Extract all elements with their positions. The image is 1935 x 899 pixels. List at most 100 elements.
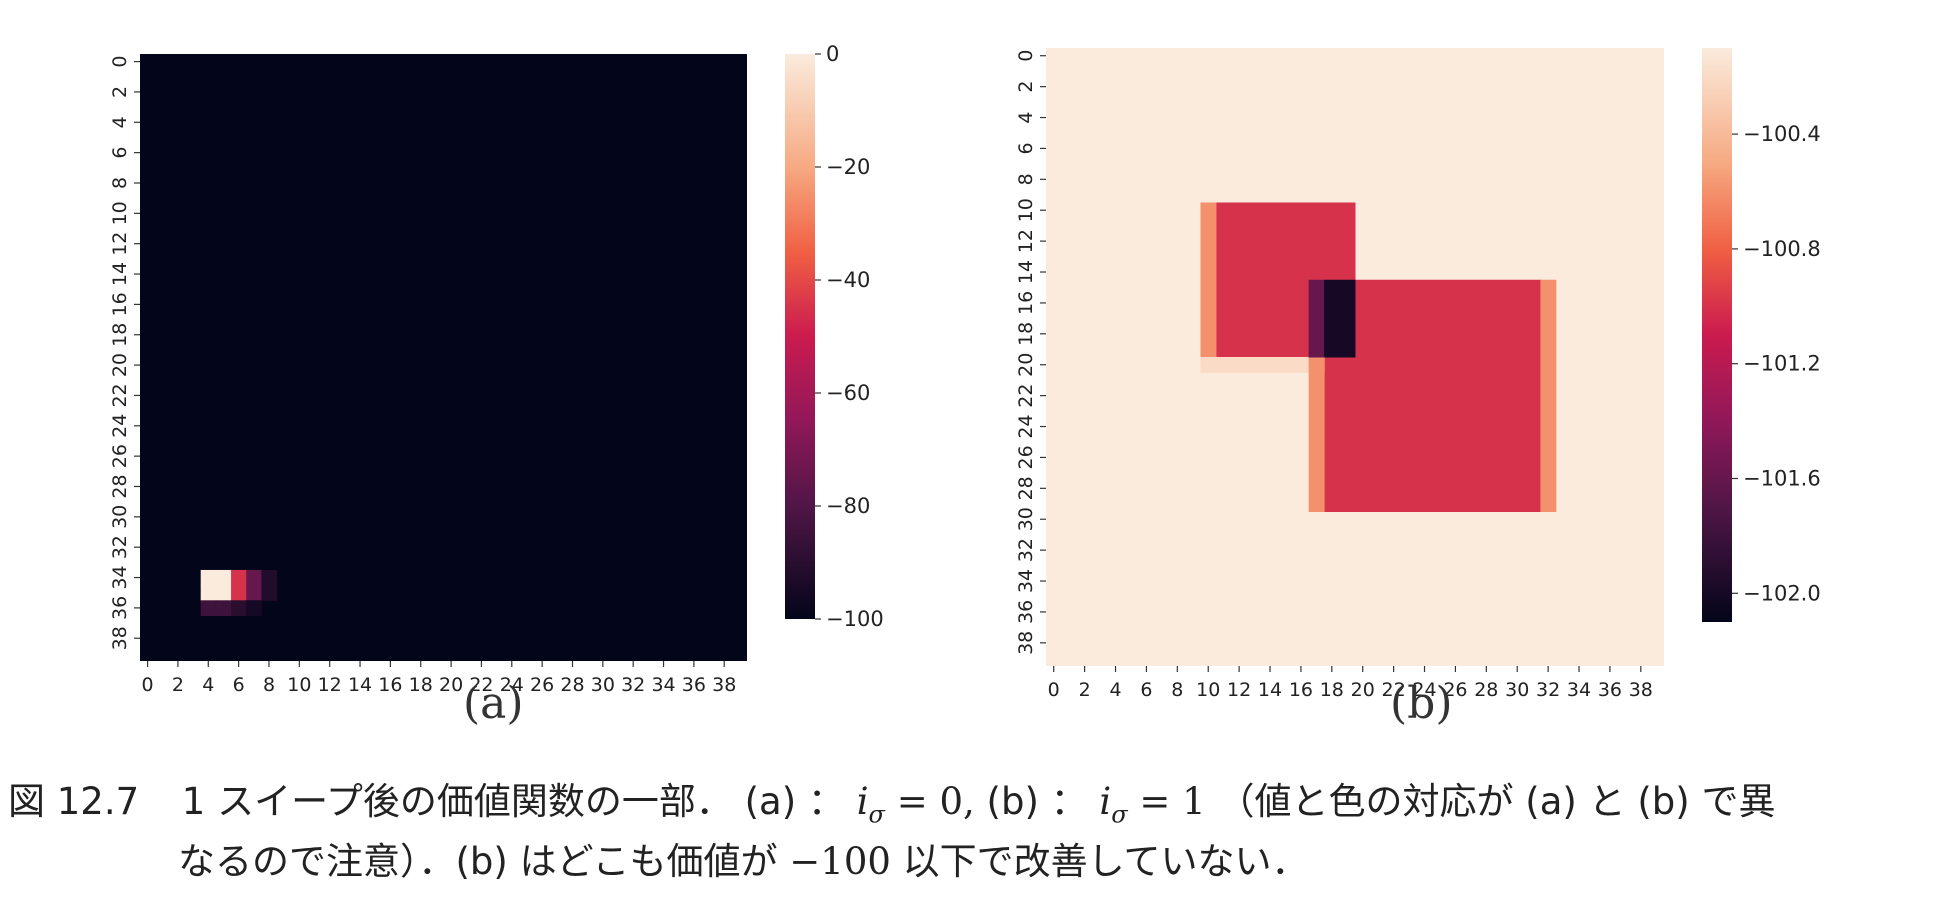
caption-b-math: i	[1099, 780, 1112, 823]
panel-label-b: (b)	[1390, 678, 1453, 729]
x-tick-label: 0	[142, 674, 154, 696]
y-tick-label: 10	[109, 201, 131, 225]
y-tick-label: 30	[109, 505, 131, 529]
x-tick-label: 26	[1443, 679, 1467, 701]
y-tick-label: 2	[1015, 81, 1037, 93]
caption-b-label: (b) ：	[986, 780, 1088, 823]
colorbar	[785, 54, 815, 619]
x-tick-label: 18	[409, 674, 433, 696]
x-tick-label: 36	[1598, 679, 1622, 701]
caption-line-2: なるので注意）．(b) はどこも価値が −100 以下で改善していない．	[8, 838, 1928, 886]
y-tick-label: 12	[109, 232, 131, 256]
x-tick-label: 12	[318, 674, 342, 696]
x-tick-label: 26	[530, 674, 554, 696]
x-tick-label: 2	[172, 674, 184, 696]
x-tick-label: 22	[1382, 679, 1406, 701]
heatmap-cell	[261, 585, 278, 601]
heatmap-cell	[200, 585, 217, 601]
caption-b-math-eq: = 1	[1127, 780, 1206, 823]
x-tick-label: 16	[378, 674, 402, 696]
x-tick-label: 18	[1320, 679, 1344, 701]
x-tick-label: 10	[1196, 679, 1220, 701]
heatmap-cell-block	[1540, 279, 1557, 512]
x-tick-label: 24	[1412, 679, 1436, 701]
x-tick-label: 34	[1567, 679, 1591, 701]
x-tick-label: 4	[1109, 679, 1121, 701]
y-tick-label: 14	[109, 262, 131, 286]
y-tick-label: 24	[109, 414, 131, 438]
x-tick-label: 32	[621, 674, 645, 696]
heatmap-cell	[261, 569, 278, 586]
y-tick-label: 22	[109, 383, 131, 407]
heatmap-cell-block	[1200, 357, 1325, 373]
y-tick-label: 36	[1015, 600, 1037, 624]
y-tick-label: 28	[1015, 476, 1037, 500]
colorbar-tick-label: −40	[826, 268, 870, 292]
heatmap-panel-a: 0 2 4 6 8 10 12 14 16 18 20 22 24 26 28 30 32 34 36 3802468…	[109, 42, 884, 696]
caption-b-math-sub: σ	[1111, 800, 1128, 829]
y-tick-label: 4	[109, 116, 131, 128]
heatmap-cell-block	[1200, 202, 1217, 358]
y-tick-label: 26	[1015, 445, 1037, 469]
y-tick-label: 2	[109, 86, 131, 98]
caption-text-4: 以下で改善していない．	[902, 840, 1309, 884]
heatmap-cell-block	[1308, 357, 1325, 512]
heatmap-cell	[246, 600, 262, 616]
heatmap-cell	[246, 585, 262, 601]
heatmap-cell-block	[1324, 279, 1541, 512]
y-tick-label: 30	[1015, 507, 1037, 531]
y-tick-label: 26	[109, 444, 131, 468]
y-tick-label: 18	[109, 323, 131, 347]
y-tick-label: 32	[1015, 538, 1037, 562]
y-tick-label: 16	[1015, 291, 1037, 315]
y-tick-label: 6	[1015, 142, 1037, 154]
y-tick-label: 0	[109, 56, 131, 68]
y-tick-label: 36	[109, 596, 131, 620]
y-tick-label: 20	[109, 353, 131, 377]
x-tick-label: 6	[1140, 679, 1152, 701]
caption-math-100: −100	[789, 840, 891, 884]
colorbar-tick-label: −100.8	[1743, 237, 1821, 261]
y-tick-label: 38	[1015, 631, 1037, 655]
colorbar-tick-label: 0	[826, 42, 839, 66]
y-tick-label: 0	[1015, 50, 1037, 62]
colorbar	[1702, 48, 1732, 622]
caption-a-math-sub: σ	[868, 800, 885, 829]
x-tick-label: 28	[1474, 679, 1498, 701]
x-tick-label: 12	[1227, 679, 1251, 701]
x-tick-label: 16	[1289, 679, 1313, 701]
y-tick-label: 4	[1015, 111, 1037, 123]
y-tick-label: 20	[1015, 353, 1037, 377]
caption-a-label: (a) ：	[744, 780, 845, 823]
caption-text-2: （値と色の対応が (a) と (b) で異	[1217, 780, 1776, 823]
x-tick-label: 14	[348, 674, 372, 696]
panel-label-a: (a)	[463, 678, 524, 729]
figure-caption: 図 12.7 1 スイープ後の価値関数の一部． (a) ： iσ = 0, (b…	[8, 778, 1928, 886]
y-tick-label: 24	[1015, 414, 1037, 438]
colorbar-tick-label: −80	[826, 494, 870, 518]
x-tick-label: 8	[263, 674, 275, 696]
heatmap-cell	[215, 600, 232, 616]
x-tick-label: 38	[1629, 679, 1653, 701]
caption-text-1: 1 スイープ後の価値関数の一部．	[181, 780, 733, 823]
x-tick-label: 30	[591, 674, 615, 696]
x-tick-label: 14	[1258, 679, 1282, 701]
x-tick-label: 0	[1048, 679, 1060, 701]
heatmap-panel-b: 0 2 4 6 8 10 12 14 16 18 20 22 24 26 28 30 32 34 36 3802468…	[1015, 48, 1821, 701]
y-tick-label: 18	[1015, 322, 1037, 346]
x-tick-label: 32	[1536, 679, 1560, 701]
caption-a-math-eq: = 0,	[884, 780, 975, 823]
heatmap-cell-block	[1308, 279, 1325, 358]
caption-text-3: なるので注意）．(b) はどこも価値が	[178, 840, 778, 884]
x-tick-label: 28	[560, 674, 584, 696]
y-tick-label: 32	[109, 535, 131, 559]
heatmap-cell	[231, 569, 247, 586]
caption-line-1: 図 12.7 1 スイープ後の価値関数の一部． (a) ： iσ = 0, (b…	[8, 778, 1928, 838]
x-tick-label: 38	[712, 674, 736, 696]
x-tick-label: 2	[1079, 679, 1091, 701]
colorbar-tick-label: −60	[826, 381, 870, 405]
heatmap-cell	[231, 585, 247, 601]
figure-area: 0 2 4 6 8 10 12 14 16 18 20 22 24 26 28 30 32 34 36 3802468…	[109, 42, 1821, 701]
colorbar-tick-label: −100	[826, 607, 884, 631]
y-tick-label: 22	[1015, 384, 1037, 408]
